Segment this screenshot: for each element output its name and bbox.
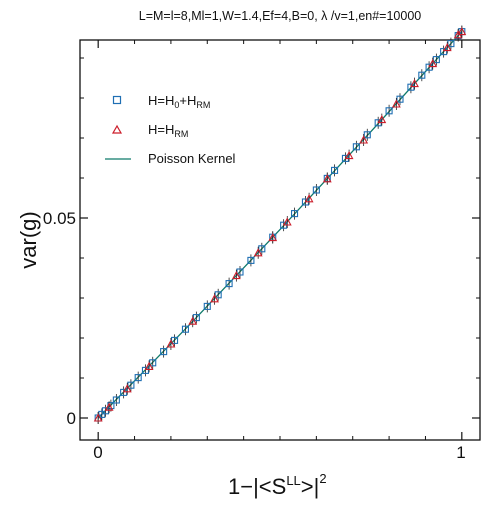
point-square-11	[170, 336, 179, 344]
point-triangle-21	[457, 26, 467, 36]
point-square-36	[432, 56, 440, 64]
legend-1-mid: +H	[179, 93, 196, 108]
legend-2-pre: H=H	[148, 122, 174, 137]
x-tick-label-1: 1	[456, 443, 465, 462]
point-square-14	[203, 302, 211, 310]
point-triangle-1	[104, 402, 114, 411]
x-axis-label: 1−|<SLL>|2	[228, 471, 327, 499]
point-square-4	[112, 396, 120, 404]
x-axis-label-main: 1−|<S	[228, 474, 286, 499]
point-triangle-5	[188, 316, 198, 325]
point-square-1	[98, 410, 106, 418]
legend-label-hrm: H=HRM	[148, 122, 188, 139]
y-tick-label-1: 0.05	[43, 209, 76, 228]
legend-square-marker	[112, 95, 122, 105]
legend: H=H0+HRM H=HRM Poisson Kernel	[105, 93, 236, 166]
point-triangle-11	[304, 194, 314, 203]
x-tick-label-0: 0	[93, 443, 102, 462]
point-square-26	[330, 166, 339, 174]
chart-title: L=M=l=8,Ml=1,W=1.4,Ef=4,B=0, λ /v=1,en#=…	[139, 9, 422, 23]
point-square-24	[312, 186, 320, 194]
legend-1-pre: H=H	[148, 93, 174, 108]
point-square-9	[149, 359, 157, 367]
point-square-31	[385, 107, 393, 115]
point-square-29	[363, 131, 371, 139]
point-square-16	[225, 280, 233, 288]
legend-1-sub2: RM	[196, 100, 210, 110]
point-triangle-8	[253, 248, 263, 257]
point-square-35	[425, 63, 433, 71]
x-axis-label-tail: >|	[301, 474, 320, 499]
point-triangle-3	[144, 361, 154, 370]
point-square-37	[440, 48, 448, 56]
point-square-13	[192, 314, 200, 322]
point-triangle-19	[442, 42, 452, 52]
point-triangle-9	[268, 232, 278, 242]
point-square-7	[134, 374, 142, 382]
point-square-5	[120, 388, 128, 396]
point-square-34	[418, 71, 426, 79]
point-square-8	[141, 366, 150, 374]
point-square-28	[352, 143, 360, 151]
point-square-18	[247, 256, 255, 264]
point-square-19	[258, 245, 266, 253]
point-square-33	[407, 83, 415, 91]
point-square-10	[160, 348, 168, 356]
point-square-6	[127, 381, 135, 389]
x-axis-label-sup-2: 2	[319, 471, 326, 486]
point-square-17	[236, 268, 244, 276]
point-triangle-6	[210, 294, 219, 303]
point-square-22	[290, 210, 299, 218]
point-triangle-7	[231, 270, 241, 280]
point-triangle-0	[93, 413, 103, 422]
point-triangle-14	[359, 135, 369, 144]
marker-layer	[93, 25, 467, 424]
point-square-15	[214, 291, 222, 299]
legend-label-h0-hrm: H=H0+HRM	[148, 93, 210, 110]
point-triangle-10	[282, 217, 292, 226]
point-triangle-16	[391, 99, 401, 108]
legend-1-sub1: 0	[174, 100, 179, 110]
legend-triangle-marker	[111, 124, 123, 134]
line-layer	[97, 31, 463, 419]
series-poisson-kernel-line	[97, 31, 463, 419]
point-triangle-4	[166, 339, 176, 348]
point-square-12	[181, 325, 190, 333]
point-square-38	[447, 40, 455, 48]
y-tick-label-0: 0	[67, 409, 76, 428]
x-axis-label-sup-ll: LL	[286, 473, 300, 488]
point-triangle-18	[428, 58, 438, 68]
legend-2-sub1: RM	[174, 129, 188, 139]
plot-frame	[79, 39, 481, 441]
legend-label-poisson-kernel: Poisson Kernel	[148, 151, 236, 166]
point-square-2	[101, 407, 110, 415]
point-triangle-2	[122, 384, 132, 393]
point-triangle-12	[322, 174, 332, 183]
point-triangle-15	[377, 114, 387, 124]
y-axis-label: var(g)	[16, 211, 41, 268]
axis-ticks	[80, 40, 480, 440]
point-triangle-17	[410, 78, 419, 88]
point-triangle-13	[344, 150, 354, 160]
point-square-32	[396, 95, 404, 103]
